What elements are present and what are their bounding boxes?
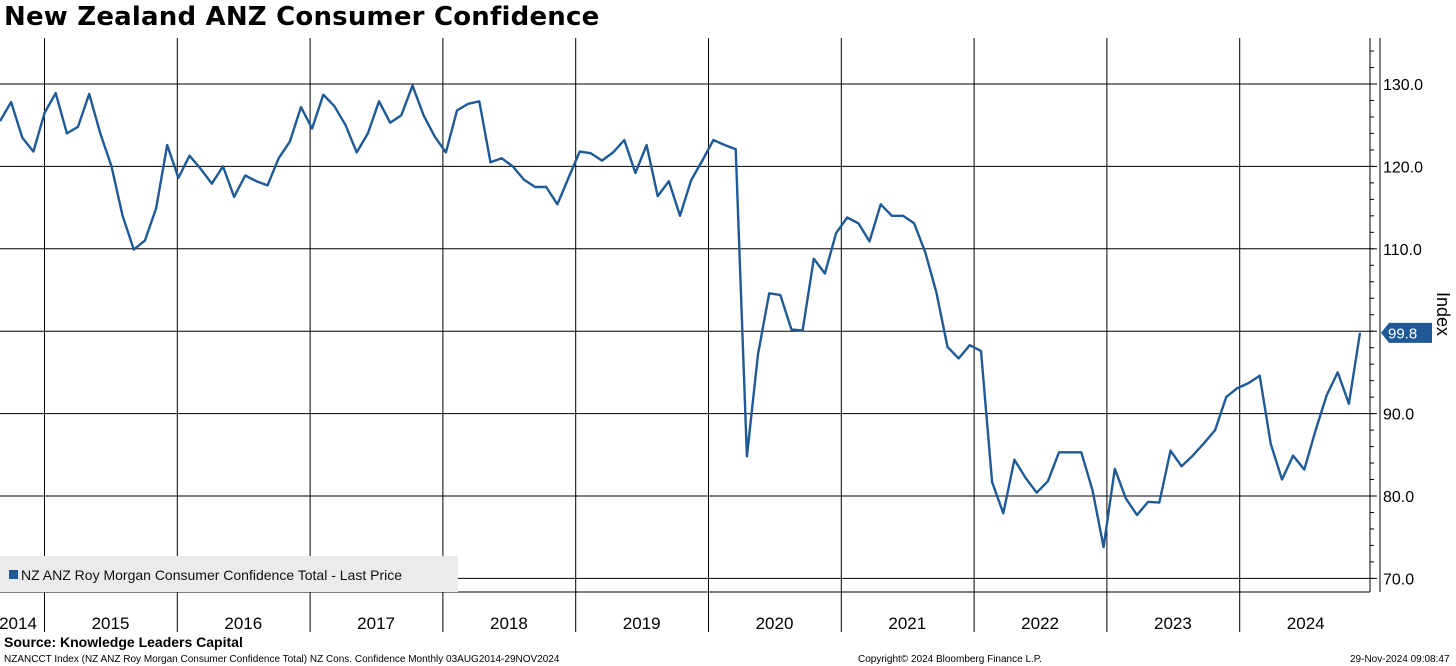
x-tick-label: 2023 xyxy=(1154,614,1192,633)
x-tick-label: 2019 xyxy=(623,614,661,633)
x-tick-label: 2022 xyxy=(1021,614,1059,633)
x-axis: 2014 2015 2016 2017 2018 2019 2020 2021 2022 2023… xyxy=(0,591,1370,633)
y-axis-label: Index xyxy=(1433,292,1453,336)
legend-swatch xyxy=(9,570,18,579)
y-axis: 70.0 80.0 90.0 110.0 120.0 130.0 xyxy=(1369,38,1423,592)
chart-legend: NZ ANZ Roy Morgan Consumer Confidence To… xyxy=(0,556,458,592)
chart-grid xyxy=(0,38,1370,632)
y-tick-label: 70.0 xyxy=(1383,571,1414,588)
last-value-tag xyxy=(1381,322,1432,343)
copyright-note: Copyright© 2024 Bloomberg Finance L.P. xyxy=(858,654,1042,665)
x-tick-label: 2020 xyxy=(756,614,794,633)
x-tick-label: 2018 xyxy=(490,614,528,633)
last-value-text: 99.8 xyxy=(1388,325,1417,342)
y-tick-label: 90.0 xyxy=(1383,407,1414,424)
legend-label: NZ ANZ Roy Morgan Consumer Confidence To… xyxy=(21,567,402,583)
timestamp: 29-Nov-2024 09:08:47 xyxy=(1350,654,1450,665)
x-tick-label: 2017 xyxy=(357,614,395,633)
x-tick-label: 2024 xyxy=(1287,614,1325,633)
source-note: Source: Knowledge Leaders Capital xyxy=(4,634,243,650)
y-tick-label: 130.0 xyxy=(1383,77,1423,94)
chart-title: New Zealand ANZ Consumer Confidence xyxy=(4,2,600,32)
y-tick-label: 120.0 xyxy=(1383,159,1423,176)
x-tick-label: 2014 xyxy=(0,614,37,633)
series-line xyxy=(0,84,1362,549)
legend-background xyxy=(0,556,458,592)
ticker-description: NZANCCT Index (NZ ANZ Roy Morgan Consume… xyxy=(4,654,560,665)
x-tick-label: 2015 xyxy=(92,614,130,633)
x-tick-label: 2016 xyxy=(224,614,262,633)
y-tick-label: 110.0 xyxy=(1383,242,1422,259)
last-value-label: 99.8 xyxy=(1381,322,1432,343)
y-tick-label: 80.0 xyxy=(1383,489,1414,506)
x-tick-label: 2021 xyxy=(888,614,926,633)
